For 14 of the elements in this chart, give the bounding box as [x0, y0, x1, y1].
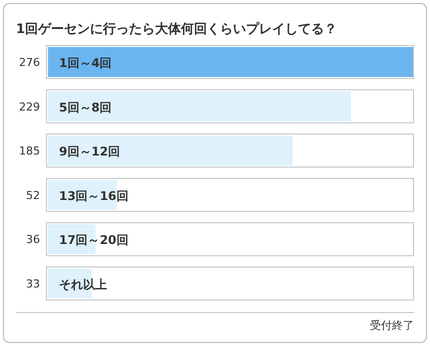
- category-label: 17回～20回: [59, 233, 128, 248]
- data-label: 36: [26, 233, 40, 246]
- data-label: 33: [26, 278, 40, 290]
- category-label: 9回～12回: [59, 144, 120, 159]
- category-label: 1回～4回: [59, 56, 112, 70]
- data-label: 52: [26, 188, 40, 202]
- data-label: 229: [19, 100, 40, 114]
- data-label: 185: [19, 144, 40, 158]
- category-label: 5回～8回: [59, 100, 112, 114]
- category-label: それ以上: [59, 278, 107, 292]
- category-label: 13回～16回: [59, 188, 128, 203]
- annotation: 受付終了: [370, 319, 414, 332]
- title: 1回ゲーセンに行ったら大体何回くらいプレイしてる？: [16, 22, 338, 37]
- data-label: 276: [19, 56, 40, 69]
